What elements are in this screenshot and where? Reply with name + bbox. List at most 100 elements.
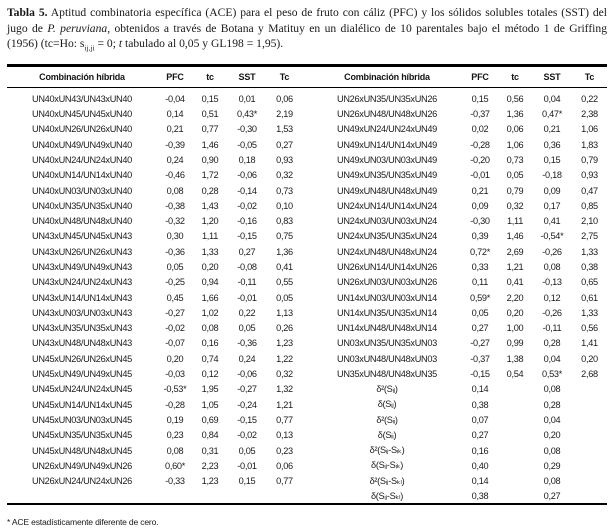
statistic-label-cell: δ(Sᵢⱼ-Sₖₗ) xyxy=(370,490,404,501)
value-cell: 0,04 xyxy=(543,414,561,425)
hybrid-combination-cell: UN49xUN48/UN48xUN49 xyxy=(337,185,437,196)
value-cell: 0,38 xyxy=(471,491,489,502)
table-row: UN43xUN49/UN49xUN43 0,05 0,20 -0,08 0,41 xyxy=(7,259,302,274)
value-cell: 0,20 xyxy=(166,353,184,364)
value-cell: 0,93 xyxy=(581,170,598,181)
column-header-tc: tc xyxy=(206,72,214,83)
value-cell: 0,21 xyxy=(543,124,561,135)
value-cell: 1,43 xyxy=(201,200,219,211)
value-cell: 0,15 xyxy=(471,93,489,104)
table-row: UN43xUN26/UN26xUN43 -0,36 1,33 0,27 1,36 xyxy=(7,244,302,259)
species-name: P. peruviana xyxy=(47,21,108,35)
value-cell: 0,08 xyxy=(166,185,184,196)
hybrid-combination-cell: UN45xUN49/UN49xUN45 xyxy=(32,369,132,380)
value-cell: 2,10 xyxy=(581,216,598,227)
value-cell: 1,22 xyxy=(276,353,293,364)
table-row: UN45xUN03/UN03xUN45 0,19 0,69 -0,15 0,77 xyxy=(7,412,302,427)
header-row: Combinación híbrida PFC tc SST Tc xyxy=(7,67,302,87)
table-row: δ(Sᵢᵢ) 0,27 0,20 xyxy=(312,428,607,443)
value-cell: 0,30 xyxy=(166,231,184,242)
value-cell: 0,84 xyxy=(201,430,219,441)
value-cell: 0,94 xyxy=(201,277,219,288)
table-caption: Tabla 5. Aptitud combinatoria específica… xyxy=(7,5,607,56)
caption-text-4: tabulado al 0,05 y GL198 = 1,95). xyxy=(122,37,284,51)
hybrid-combination-cell: UN40xUN14/UN14xUN40 xyxy=(32,170,132,181)
value-cell: -0,14 xyxy=(237,185,257,196)
column-header-pfc: PFC xyxy=(166,72,184,83)
table-row: UN03xUN48/UN48xUN03 -0,37 1,38 0,04 0,20 xyxy=(312,351,607,366)
value-cell: -0,13 xyxy=(542,277,562,288)
value-cell: -0,36 xyxy=(165,246,185,257)
value-cell: -0,08 xyxy=(237,262,257,272)
value-cell: 0,08 xyxy=(201,323,219,334)
diallel-ace-table: Combinación híbrida PFC tc SST Tc UN40xU… xyxy=(7,64,607,506)
value-cell: 0,72* xyxy=(470,246,490,257)
table-row: δ²(Sᵢⱼ-Sᵢₖ) 0,16 0,08 xyxy=(312,443,607,458)
table-row: UN24xUN48/UN48xUN24 0,72* 2,69 -0,26 1,33 xyxy=(312,244,607,259)
hybrid-combination-cell: UN49xUN35/UN35xUN49 xyxy=(337,170,437,181)
value-cell: -0,27 xyxy=(165,307,185,318)
value-cell: 0,17 xyxy=(543,200,561,211)
value-cell: 0,75 xyxy=(276,231,293,242)
value-cell: 0,08 xyxy=(543,445,561,456)
value-cell: 0,40 xyxy=(471,460,489,471)
column-header-tc: tc xyxy=(511,72,519,83)
table-row: UN40xUN14/UN14xUN40 -0,46 1,72 -0,06 0,32 xyxy=(7,168,302,183)
hybrid-combination-cell: UN40xUN49/UN49xUN40 xyxy=(32,139,132,150)
value-cell: 0,20 xyxy=(506,307,524,318)
value-cell: 1,11 xyxy=(507,216,523,227)
value-cell: -0,37 xyxy=(470,353,490,364)
value-cell: 0,14 xyxy=(166,109,184,120)
value-cell: 1,21 xyxy=(276,399,293,410)
value-cell: 1,32 xyxy=(276,384,293,395)
value-cell: 0,21 xyxy=(471,185,489,196)
hybrid-combination-cell: UN24xUN03/UN03xUN24 xyxy=(337,216,437,227)
table-row: δ²(Sᵢⱼ-Sₖₗ) 0,14 0,08 xyxy=(312,474,607,489)
table-row: UN40xUN45/UN45xUN40 0,14 0,51 0,43* 2,19 xyxy=(7,106,302,121)
statistic-label-cell: δ(Sᵢⱼ-Sᵢₖ) xyxy=(371,460,403,471)
hybrid-combination-cell: UN26xUN48/UN48xUN26 xyxy=(337,109,437,120)
value-cell: 0,69 xyxy=(201,414,219,425)
value-cell: 0,27 xyxy=(471,323,489,334)
hybrid-combination-cell: UN40xUN43/UN43xUN40 xyxy=(32,93,132,104)
value-cell xyxy=(498,382,532,397)
value-cell: -0,46 xyxy=(165,170,185,181)
table-row: UN45xUN48/UN48xUN45 0,08 0,31 0,05 0,23 xyxy=(7,443,302,458)
value-cell: 1,06 xyxy=(506,139,524,150)
value-cell: 0,05 xyxy=(506,170,524,181)
table-row: UN40xUN26/UN26xUN40 0,21 0,77 -0,30 1,53 xyxy=(7,122,302,137)
value-cell: -0,26 xyxy=(542,246,562,257)
value-cell xyxy=(572,443,607,458)
hybrid-combination-cell: UN14xUN03/UN03xUN14 xyxy=(337,292,437,303)
value-cell: -0,02 xyxy=(237,200,257,211)
ace-table-right-half: Combinación híbrida PFC tc SST Tc UN26xU… xyxy=(312,67,607,504)
value-cell: -0,15 xyxy=(237,231,257,242)
statistic-label-cell: δ²(Sᵢⱼ-Sₖₗ) xyxy=(369,475,405,486)
table-row: UN26xUN03/UN03xUN26 0,11 0,41 -0,13 0,65 xyxy=(312,275,607,290)
value-cell: 1,06 xyxy=(581,124,598,135)
table-row: UN45xUN24/UN24xUN45 -0,53* 1,95 -0,27 1,32 xyxy=(7,382,302,397)
value-cell: 0,27 xyxy=(543,491,561,502)
statistic-label-cell: δ(Sᵢⱼ) xyxy=(377,399,397,410)
value-cell: 0,12 xyxy=(201,369,219,380)
value-cell: 0,08 xyxy=(543,262,561,272)
hybrid-combination-cell: UN43xUN14/UN14xUN43 xyxy=(32,292,132,303)
value-cell: 2,38 xyxy=(581,109,598,120)
value-cell: -0,26 xyxy=(542,307,562,318)
value-cell xyxy=(572,458,607,473)
value-cell: 0,05 xyxy=(471,307,489,318)
table-row: UN26xUN35/UN35xUN26 0,15 0,56 0,04 0,22 xyxy=(312,87,607,106)
value-cell: -0,02 xyxy=(237,430,257,441)
value-cell: 0,51 xyxy=(201,109,219,120)
value-cell: 2,68 xyxy=(581,369,598,380)
value-cell: -0,11 xyxy=(542,323,562,334)
value-cell: -0,02 xyxy=(165,323,185,334)
value-cell: 0,06 xyxy=(276,93,293,104)
statistic-label-cell: δ²(Sᵢⱼ-Sᵢₖ) xyxy=(369,445,405,456)
value-cell: 0,65 xyxy=(581,277,598,288)
table-row: UN43xUN35/UN35xUN43 -0,02 0,08 0,05 0,26 xyxy=(7,321,302,336)
value-cell: 0,09 xyxy=(471,200,489,211)
statistic-label-cell: δ²(Sᵢᵢ) xyxy=(376,414,398,425)
hybrid-combination-cell: UN45xUN14/UN14xUN45 xyxy=(32,399,132,410)
value-cell: 1,46 xyxy=(201,139,219,150)
